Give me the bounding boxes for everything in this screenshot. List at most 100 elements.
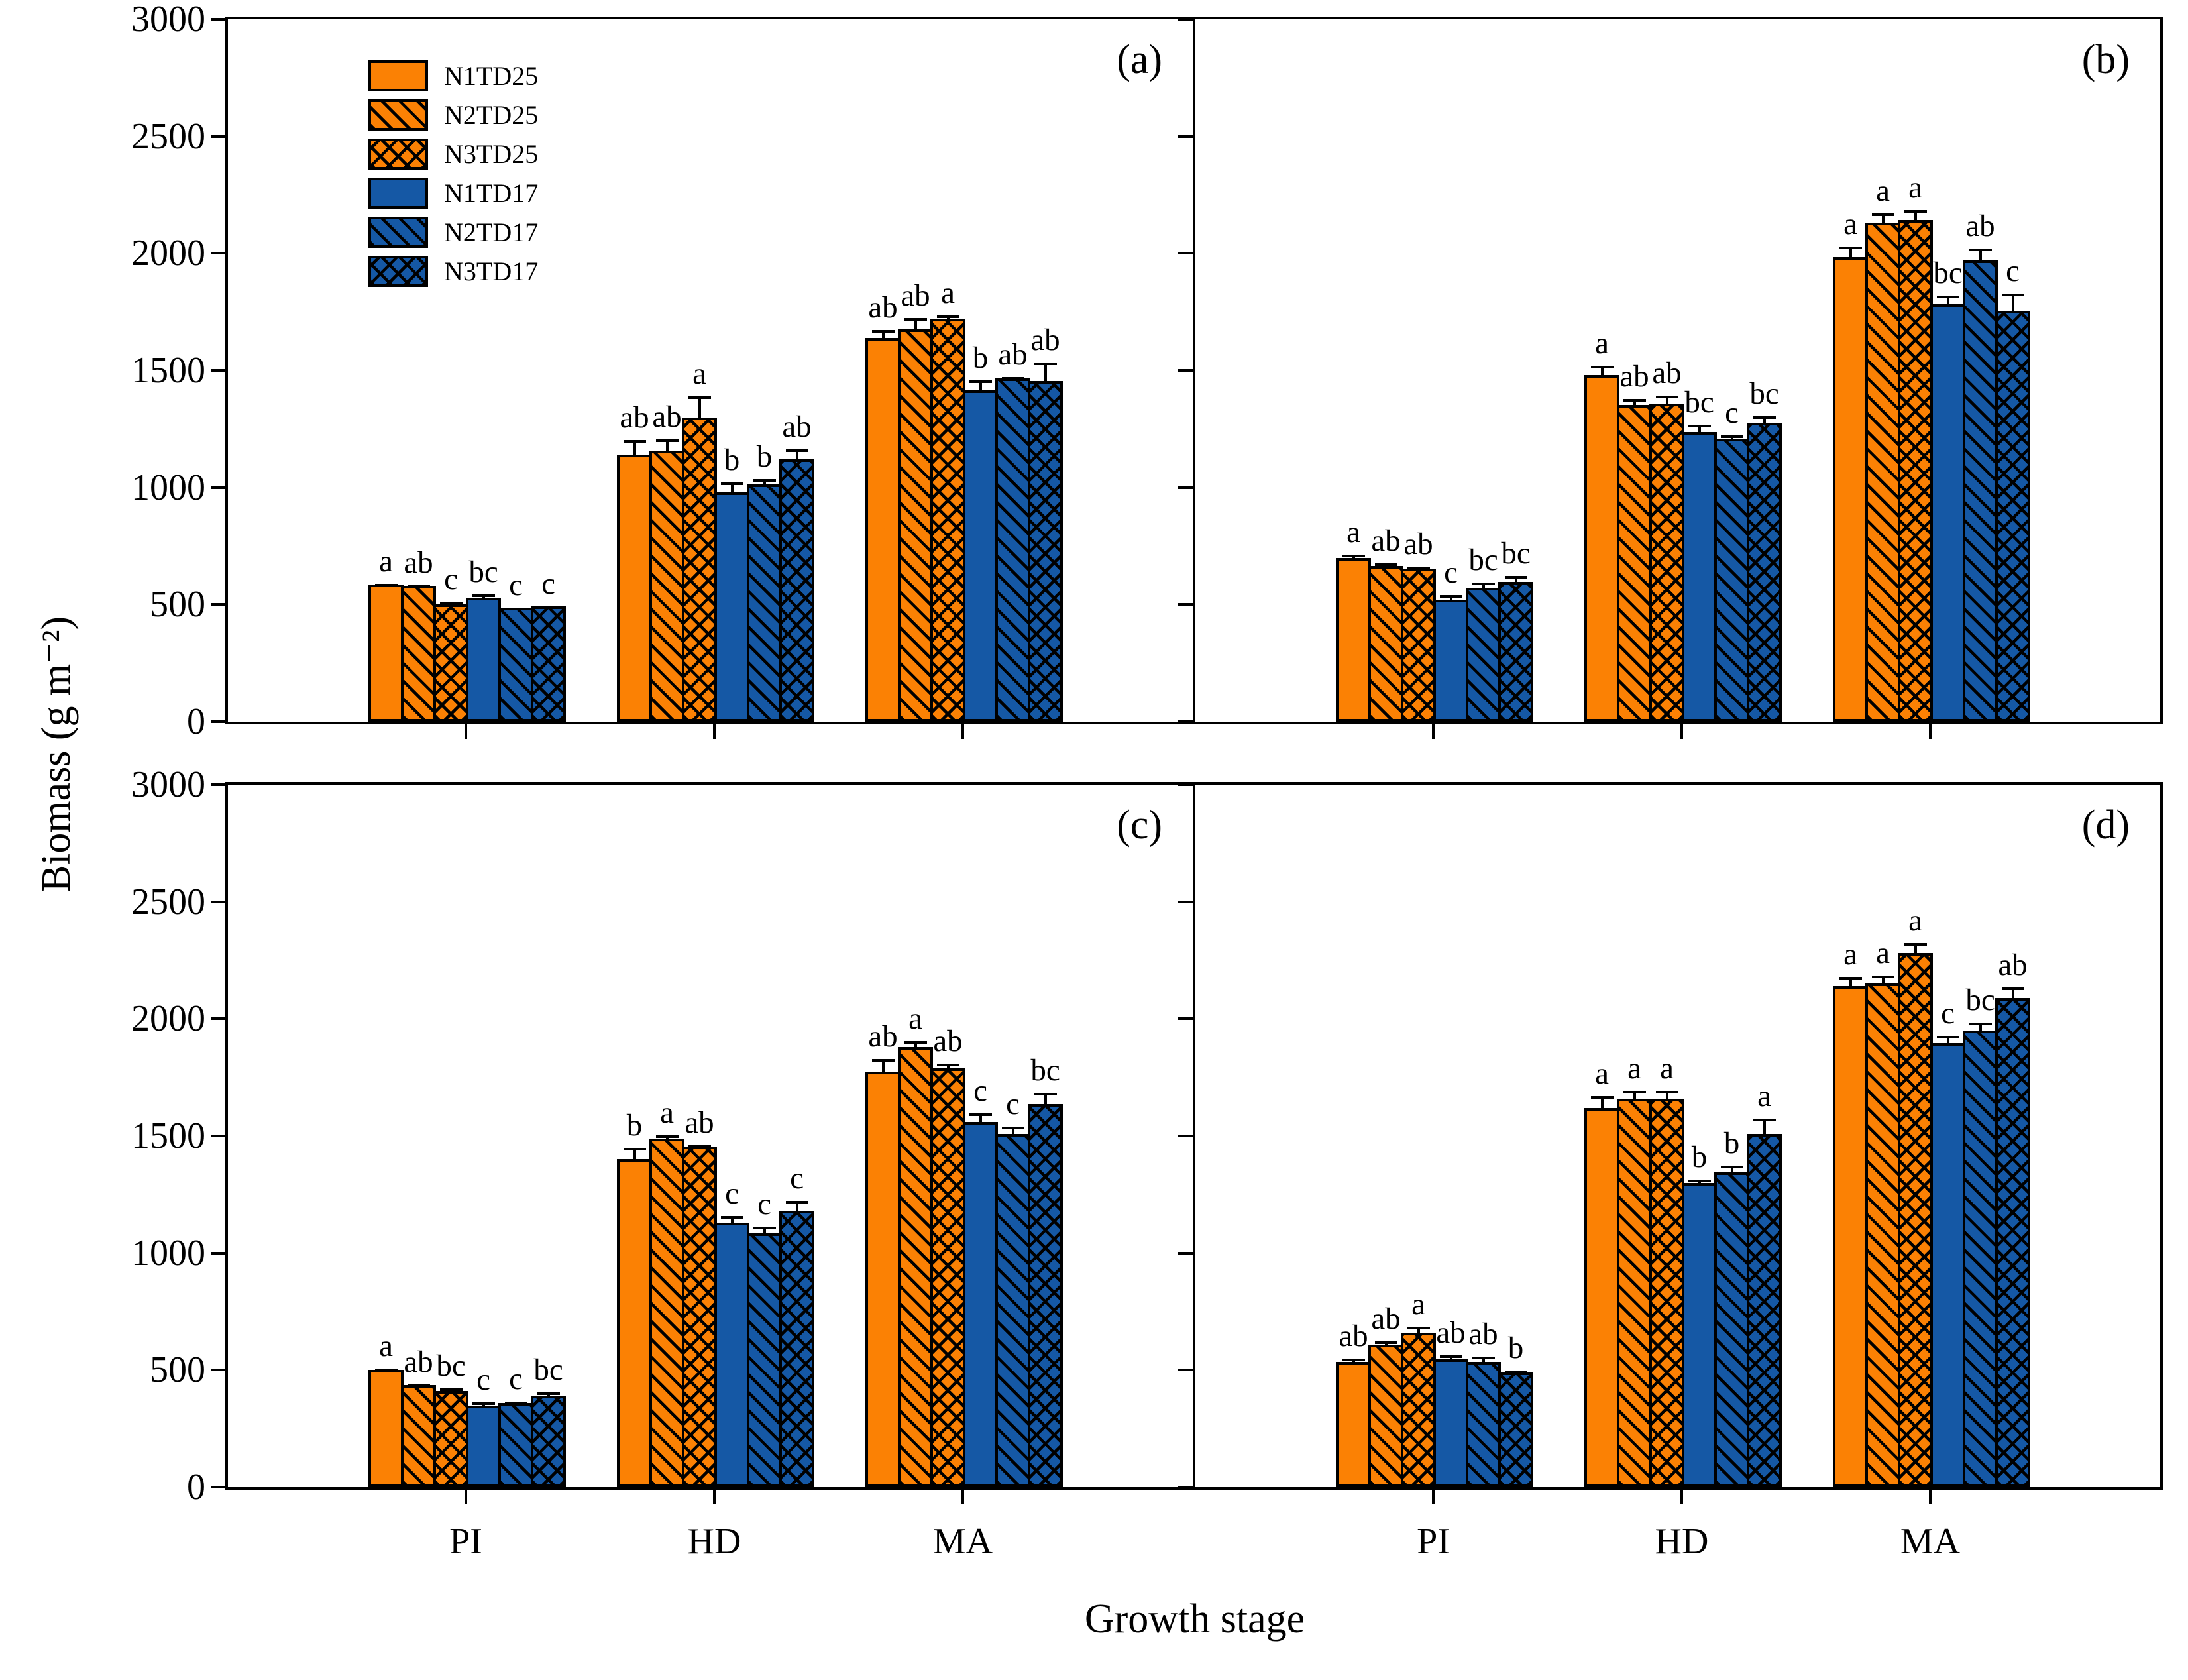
error-bar-cap xyxy=(1342,1359,1365,1362)
significance-letter: a xyxy=(1843,207,1857,242)
legend-label: N1TD17 xyxy=(444,178,539,208)
significance-letter: ab xyxy=(652,399,682,434)
significance-letter: bc xyxy=(533,1352,563,1387)
significance-letter: a xyxy=(941,275,955,310)
significance-letter: ab xyxy=(620,400,649,435)
error-bar-cap xyxy=(1753,1119,1776,1121)
error-bar-cap xyxy=(1374,1341,1397,1344)
bar-N3TD25-HD: ab xyxy=(682,1107,717,1487)
significance-letter: ab xyxy=(404,545,433,580)
error-bar-stem xyxy=(547,1392,550,1398)
error-bar-stem xyxy=(1514,576,1517,585)
error-bar xyxy=(1688,425,1711,435)
error-bar xyxy=(623,1148,646,1162)
error-bar xyxy=(1655,1090,1678,1101)
bar-N1TD25-MA: a xyxy=(1833,209,1868,722)
error-bar-stem xyxy=(1384,1341,1388,1347)
bar-N3TD25-MA: a xyxy=(930,277,965,722)
error-bar-cap xyxy=(1936,1035,1959,1038)
error-bar xyxy=(472,1402,495,1409)
error-bar-stem xyxy=(1482,1356,1485,1365)
error-bar xyxy=(720,1215,743,1225)
error-bar-stem xyxy=(730,482,734,496)
y-tick-label: 3000 xyxy=(131,0,205,40)
significance-letter: ab xyxy=(998,337,1028,372)
error-bar-cap xyxy=(407,1384,430,1388)
y-tick-mark xyxy=(1178,603,1195,606)
error-bar xyxy=(1623,1090,1646,1101)
bar-N1TD25-HD: a xyxy=(1584,1058,1619,1487)
bar-N2TD25-MA: a xyxy=(1865,938,1900,1487)
y-tick-label: 500 xyxy=(150,584,205,626)
y-axis-title: Biomass (g m⁻²) xyxy=(34,616,79,893)
bar-group-HD: b a ab c c c HD xyxy=(617,1097,814,1560)
error-bar-cap xyxy=(1407,567,1430,570)
error-bar xyxy=(785,449,808,463)
error-bar-stem xyxy=(914,1041,917,1050)
error-bar xyxy=(1655,395,1678,406)
bar-N2TD25-MA: a xyxy=(898,1003,933,1487)
error-bar-stem xyxy=(1698,1179,1701,1186)
bar-N3TD17-PI: bc xyxy=(531,1354,566,1487)
significance-letter: a xyxy=(1595,1056,1609,1092)
y-tick-label: 2500 xyxy=(131,115,205,157)
error-bar xyxy=(688,396,711,420)
error-bar-stem xyxy=(1665,1090,1668,1101)
bar-group-PI: a ab ab c bc bc xyxy=(1336,516,1533,739)
significance-letter: c xyxy=(1941,995,1955,1031)
significance-letter: c xyxy=(790,1160,804,1196)
significance-letter: a xyxy=(1843,937,1857,972)
bar-N2TD17-PI: bc xyxy=(1466,544,1501,722)
bar-groups: a ab c bc c c ab ab a b b ab ab ab a b ab ab xyxy=(228,19,1193,739)
y-tick-mark xyxy=(211,1135,228,1137)
error-bar-cap xyxy=(904,1041,927,1044)
error-bar-cap xyxy=(472,594,495,597)
error-bar xyxy=(655,439,679,453)
y-tick-mark xyxy=(211,900,228,903)
error-bar xyxy=(1001,377,1024,382)
error-bar-stem xyxy=(795,1200,798,1214)
error-bar-cap xyxy=(537,1392,560,1395)
bar-N1TD25-PI: a xyxy=(1336,516,1371,722)
y-tick-mark xyxy=(211,1251,228,1255)
bar-N1TD17-PI: bc xyxy=(466,556,501,722)
y-tick-mark xyxy=(1178,783,1195,786)
x-tick-mark xyxy=(961,1490,964,1504)
error-bar-cap xyxy=(1590,365,1614,368)
error-bar-cap xyxy=(1871,976,1894,979)
y-tick-mark xyxy=(1178,135,1195,138)
error-bar-cap xyxy=(785,1200,808,1204)
significance-letter: a xyxy=(1627,1050,1641,1086)
x-tick-mark xyxy=(1929,1490,1932,1504)
error-bar xyxy=(969,1113,992,1125)
x-tick-mark xyxy=(1432,1490,1435,1504)
error-bar-stem xyxy=(1730,1165,1733,1175)
error-bar xyxy=(1590,365,1614,378)
y-tick-mark xyxy=(211,783,228,786)
error-bar-cap xyxy=(1374,563,1397,567)
error-bar-cap xyxy=(1472,582,1495,585)
x-tick-mark xyxy=(465,1490,467,1504)
significance-letter: c xyxy=(476,1362,490,1397)
error-bar-cap xyxy=(936,1063,959,1066)
y-tick-mark xyxy=(1178,1135,1195,1137)
error-bar-stem xyxy=(1600,365,1604,378)
error-bar xyxy=(1753,1119,1776,1137)
significance-letter: bc xyxy=(468,554,498,589)
significance-letter: a xyxy=(1411,1287,1425,1322)
error-bar-cap xyxy=(1969,249,1992,252)
bar-N3TD25-HD: ab xyxy=(1649,357,1684,722)
y-tick-label: 1500 xyxy=(131,1115,205,1156)
error-bar-cap xyxy=(439,601,463,604)
significance-letter: bc xyxy=(1468,542,1498,577)
error-bar xyxy=(1839,247,1862,260)
error-bar-stem xyxy=(1914,943,1917,956)
x-tick-label-MA: MA xyxy=(932,1521,993,1562)
error-bar-cap xyxy=(871,1058,895,1062)
error-bar-cap xyxy=(1904,943,1927,946)
bar-N1TD17-PI: c xyxy=(466,1364,501,1487)
error-bar xyxy=(1034,1093,1057,1107)
error-bar-cap xyxy=(1871,213,1894,217)
error-bar xyxy=(472,594,495,600)
error-bar-stem xyxy=(1946,1035,1949,1046)
